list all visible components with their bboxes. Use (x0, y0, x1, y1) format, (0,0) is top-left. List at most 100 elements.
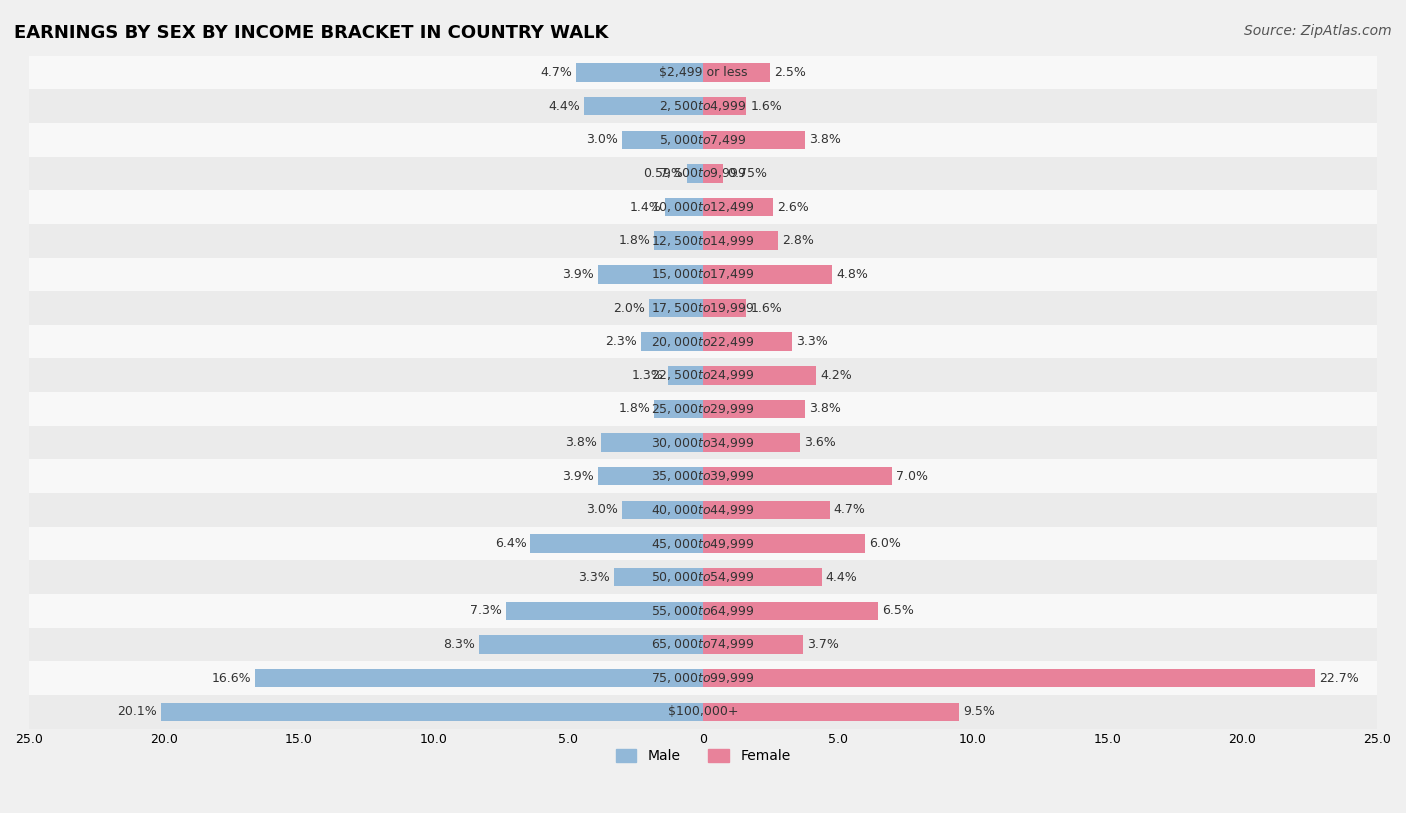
Text: 2.6%: 2.6% (778, 201, 808, 214)
Text: 6.4%: 6.4% (495, 537, 526, 550)
Bar (30, 695, 1376, 728)
Bar (621, 131, 703, 149)
Text: 20.1%: 20.1% (117, 706, 157, 718)
Text: $45,000 to $49,999: $45,000 to $49,999 (651, 537, 755, 550)
Text: $75,000 to $99,999: $75,000 to $99,999 (651, 672, 755, 685)
Bar (30, 258, 1376, 291)
Bar (30, 594, 1376, 628)
Text: 3.9%: 3.9% (562, 267, 593, 280)
Text: $7,500 to $9,999: $7,500 to $9,999 (659, 167, 747, 180)
Text: 3.8%: 3.8% (810, 402, 841, 415)
Bar (30, 661, 1376, 695)
Text: 3.0%: 3.0% (586, 503, 619, 516)
Bar (30, 426, 1376, 459)
Bar (30, 157, 1376, 190)
Text: 1.8%: 1.8% (619, 402, 651, 415)
Bar (614, 568, 703, 586)
Bar (30, 459, 1376, 493)
Bar (703, 265, 832, 284)
Text: 9.5%: 9.5% (963, 706, 995, 718)
Bar (703, 433, 800, 452)
Bar (703, 63, 770, 82)
Bar (654, 400, 703, 418)
Bar (703, 568, 821, 586)
Text: $10,000 to $12,499: $10,000 to $12,499 (651, 200, 755, 214)
Bar (703, 198, 773, 216)
Text: 3.9%: 3.9% (562, 470, 593, 483)
Bar (703, 501, 830, 520)
Text: 1.8%: 1.8% (619, 234, 651, 247)
Bar (530, 534, 703, 553)
Bar (621, 501, 703, 520)
Text: 4.7%: 4.7% (540, 66, 572, 79)
Text: 3.0%: 3.0% (586, 133, 619, 146)
Text: $100,000+: $100,000+ (668, 706, 738, 718)
Bar (703, 467, 891, 485)
Bar (30, 628, 1376, 661)
Text: 1.3%: 1.3% (633, 369, 664, 382)
Bar (30, 527, 1376, 560)
Text: 4.8%: 4.8% (837, 267, 869, 280)
Text: 3.8%: 3.8% (565, 436, 596, 449)
Bar (650, 298, 703, 317)
Text: $30,000 to $34,999: $30,000 to $34,999 (651, 436, 755, 450)
Bar (703, 602, 879, 620)
Text: 4.7%: 4.7% (834, 503, 866, 516)
Bar (585, 97, 703, 115)
Bar (30, 325, 1376, 359)
Text: $25,000 to $29,999: $25,000 to $29,999 (651, 402, 755, 416)
Bar (703, 702, 959, 721)
Text: 8.3%: 8.3% (443, 638, 475, 651)
Bar (703, 400, 806, 418)
Bar (30, 392, 1376, 426)
Bar (703, 298, 747, 317)
Bar (688, 164, 703, 183)
Bar (30, 493, 1376, 527)
Text: 4.4%: 4.4% (548, 100, 581, 113)
Text: $55,000 to $64,999: $55,000 to $64,999 (651, 604, 755, 618)
Text: 6.0%: 6.0% (869, 537, 901, 550)
Text: 7.0%: 7.0% (896, 470, 928, 483)
Text: $20,000 to $22,499: $20,000 to $22,499 (651, 335, 755, 349)
Text: 6.5%: 6.5% (883, 604, 914, 617)
Text: 3.6%: 3.6% (804, 436, 835, 449)
Text: EARNINGS BY SEX BY INCOME BRACKET IN COUNTRY WALK: EARNINGS BY SEX BY INCOME BRACKET IN COU… (14, 24, 609, 42)
Bar (30, 89, 1376, 123)
Bar (162, 702, 703, 721)
Text: 0.75%: 0.75% (727, 167, 768, 180)
Text: $15,000 to $17,499: $15,000 to $17,499 (651, 267, 755, 281)
Bar (703, 669, 1315, 687)
Text: $12,500 to $14,999: $12,500 to $14,999 (651, 233, 755, 248)
Text: 0.59%: 0.59% (643, 167, 683, 180)
Text: $2,499 or less: $2,499 or less (659, 66, 747, 79)
Text: 2.8%: 2.8% (783, 234, 814, 247)
Text: 3.8%: 3.8% (810, 133, 841, 146)
Bar (703, 131, 806, 149)
Text: 7.3%: 7.3% (470, 604, 502, 617)
Text: $2,500 to $4,999: $2,500 to $4,999 (659, 99, 747, 113)
Text: 1.6%: 1.6% (751, 100, 782, 113)
Bar (256, 669, 703, 687)
Bar (30, 359, 1376, 392)
Bar (703, 97, 747, 115)
Text: 1.6%: 1.6% (751, 302, 782, 315)
Bar (598, 467, 703, 485)
Text: 3.3%: 3.3% (578, 571, 610, 584)
Bar (598, 265, 703, 284)
Bar (600, 433, 703, 452)
Bar (703, 164, 723, 183)
Bar (30, 55, 1376, 89)
Text: 22.7%: 22.7% (1319, 672, 1358, 685)
Text: 3.7%: 3.7% (807, 638, 839, 651)
Bar (665, 198, 703, 216)
Text: 1.4%: 1.4% (630, 201, 661, 214)
Text: $5,000 to $7,499: $5,000 to $7,499 (659, 133, 747, 147)
Bar (30, 123, 1376, 157)
Text: Source: ZipAtlas.com: Source: ZipAtlas.com (1244, 24, 1392, 38)
Legend: Male, Female: Male, Female (610, 744, 796, 769)
Text: 2.3%: 2.3% (605, 335, 637, 348)
Bar (30, 291, 1376, 325)
Bar (703, 333, 792, 351)
Bar (506, 602, 703, 620)
Text: 4.4%: 4.4% (825, 571, 858, 584)
